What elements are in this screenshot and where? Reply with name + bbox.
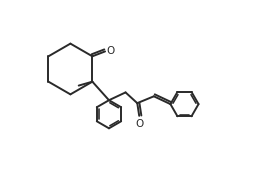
Text: O: O [107,46,115,56]
Text: O: O [135,119,143,129]
